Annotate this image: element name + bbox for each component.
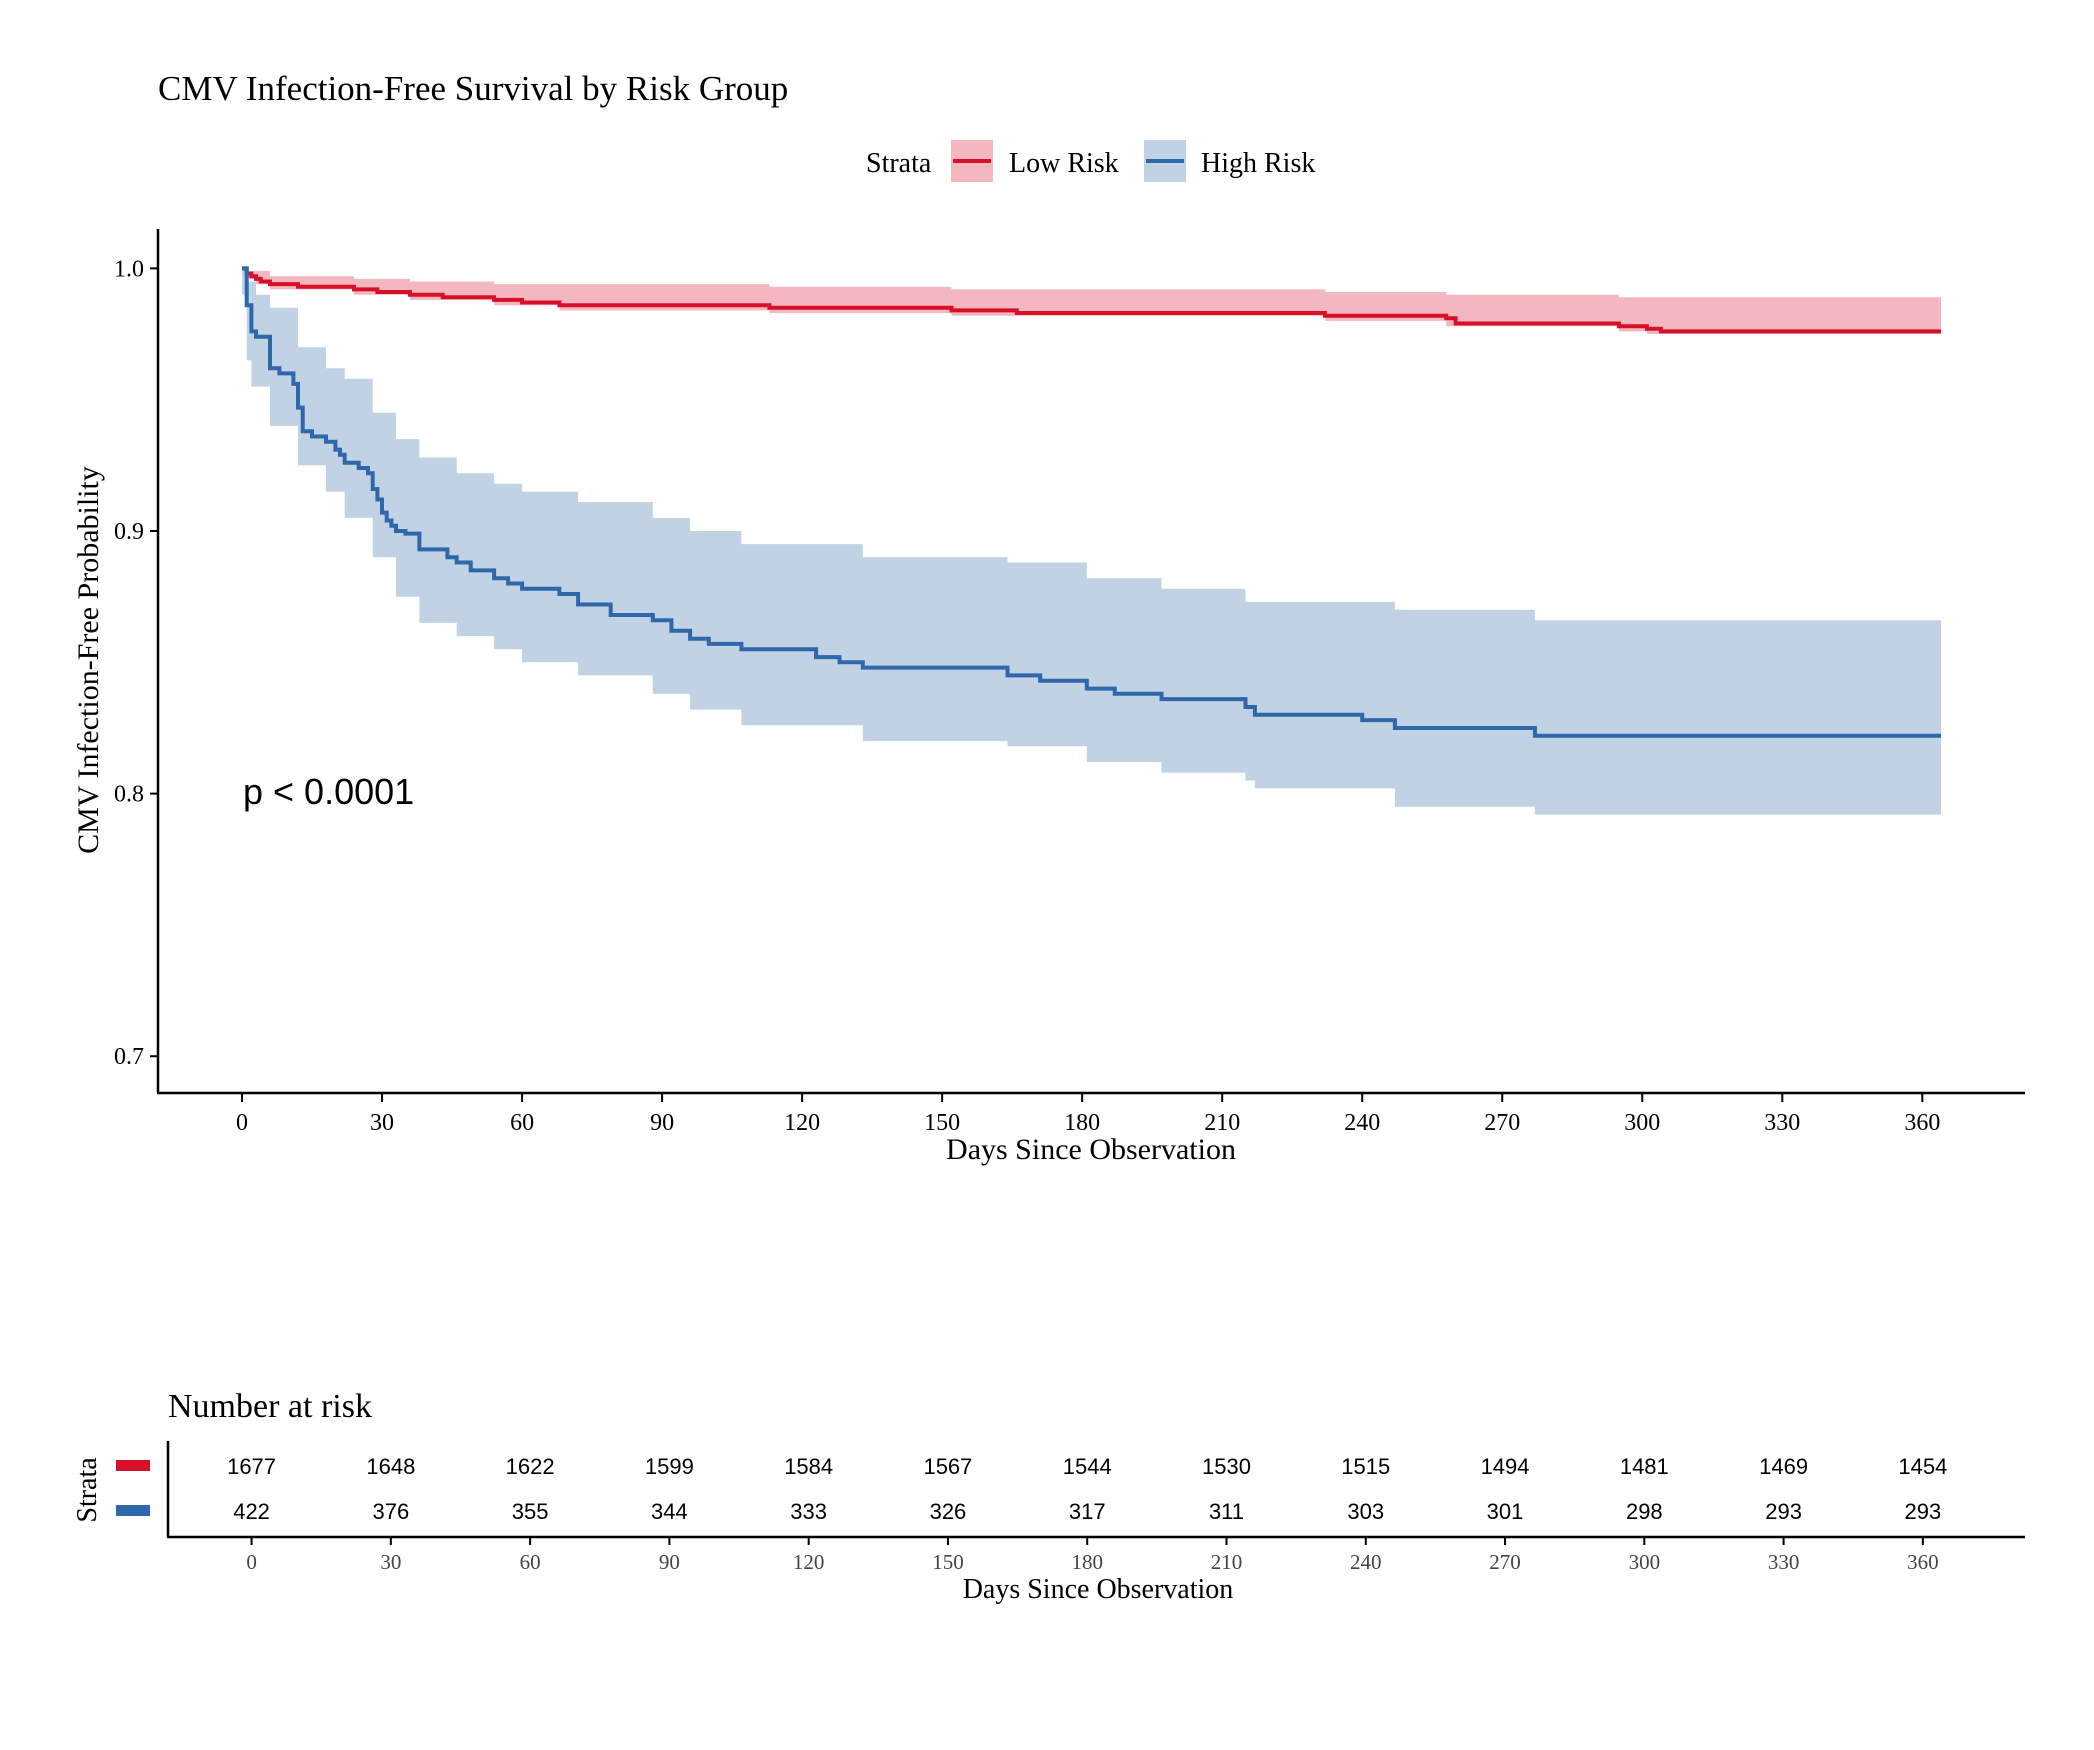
risk-count-high-risk: 311: [1209, 1499, 1244, 1524]
risk-count-high-risk: 355: [512, 1499, 549, 1524]
risk-count-high-risk: 333: [790, 1499, 827, 1524]
risk-x-tick-label: 0: [246, 1550, 257, 1574]
risk-count-low-risk: 1515: [1341, 1454, 1390, 1479]
p-value-annotation: p < 0.0001: [243, 771, 414, 812]
x-tick-label: 360: [1904, 1110, 1940, 1136]
risk-x-tick-label: 270: [1489, 1550, 1521, 1574]
x-tick-label: 180: [1064, 1110, 1100, 1136]
risk-x-tick-label: 300: [1629, 1550, 1661, 1574]
risk-table: Number at risk Strata 1677 1648 1622 1599 15…: [72, 1388, 2025, 1605]
risk-row-key-high-risk: [116, 1505, 150, 1516]
risk-table-ylabel: Strata: [72, 1457, 103, 1523]
survival-curve-high-risk: [242, 266, 1941, 738]
risk-count-high-risk: 344: [651, 1499, 688, 1524]
legend-label-high-risk: High Risk: [1201, 148, 1315, 179]
x-tick-label: 90: [650, 1110, 674, 1136]
y-tick-label: 0.8: [114, 782, 144, 808]
y-tick-label: 0.9: [114, 519, 144, 545]
risk-count-low-risk: 1530: [1202, 1454, 1251, 1479]
y-axis-ticks: 0.7 0.8 0.9 1.0: [114, 256, 158, 1070]
x-tick-label: 150: [924, 1110, 960, 1136]
risk-count-low-risk: 1454: [1898, 1454, 1947, 1479]
risk-count-low-risk: 1677: [227, 1454, 276, 1479]
risk-count-high-risk: 422: [233, 1499, 270, 1524]
risk-x-tick-label: 360: [1907, 1550, 1939, 1574]
x-tick-label: 330: [1764, 1110, 1800, 1136]
risk-x-tick-label: 60: [520, 1550, 541, 1574]
risk-count-low-risk: 1622: [506, 1454, 555, 1479]
x-axis-label: Days Since Observation: [946, 1133, 1236, 1166]
y-axis-label: CMV Infection-Free Probability: [72, 466, 105, 854]
risk-count-low-risk: 1469: [1759, 1454, 1808, 1479]
risk-count-high-risk: 376: [372, 1499, 409, 1524]
x-tick-label: 240: [1344, 1110, 1380, 1136]
risk-count-low-risk: 1584: [784, 1454, 833, 1479]
y-tick-label: 1.0: [114, 256, 144, 282]
risk-x-tick-label: 90: [659, 1550, 680, 1574]
ci-band-high-risk: [242, 268, 1941, 815]
risk-count-high-risk: 303: [1347, 1499, 1384, 1524]
risk-count-high-risk: 326: [930, 1499, 967, 1524]
x-tick-label: 270: [1484, 1110, 1520, 1136]
x-tick-label: 210: [1204, 1110, 1240, 1136]
legend: Strata Low Risk High Risk: [866, 140, 1315, 182]
risk-count-high-risk: 301: [1487, 1499, 1524, 1524]
x-tick-label: 300: [1624, 1110, 1660, 1136]
risk-count-high-risk: 298: [1626, 1499, 1663, 1524]
risk-x-tick-label: 330: [1768, 1550, 1800, 1574]
risk-count-low-risk: 1544: [1063, 1454, 1112, 1479]
risk-table-x-ticks: 0 30 60 90 120 150 180 210 240 270 300 330 360: [246, 1537, 1939, 1574]
survival-curve-low-risk: [242, 266, 1941, 334]
risk-count-high-risk: 293: [1905, 1499, 1942, 1524]
risk-x-tick-label: 30: [380, 1550, 401, 1574]
x-axis-ticks: 0 30 60 90 120 150 180 210 240 270 300 330 360: [236, 1093, 1940, 1136]
risk-table-rows: 1677 1648 1622 1599 1584 1567 1544 1530 1515 1494…: [116, 1454, 1947, 1524]
risk-count-low-risk: 1494: [1481, 1454, 1530, 1479]
risk-table-xlabel: Days Since Observation: [963, 1574, 1234, 1605]
x-tick-label: 30: [370, 1110, 394, 1136]
legend-title: Strata: [866, 148, 932, 179]
x-tick-label: 120: [784, 1110, 820, 1136]
risk-count-low-risk: 1599: [645, 1454, 694, 1479]
risk-x-tick-label: 120: [793, 1550, 825, 1574]
x-tick-label: 0: [236, 1110, 248, 1136]
ci-band-low-risk: [242, 268, 1941, 334]
risk-row-key-low-risk: [116, 1460, 150, 1471]
risk-x-tick-label: 210: [1211, 1550, 1243, 1574]
risk-x-tick-label: 150: [932, 1550, 964, 1574]
risk-table-title: Number at risk: [168, 1388, 372, 1425]
legend-label-low-risk: Low Risk: [1009, 148, 1119, 179]
y-tick-label: 0.7: [114, 1044, 144, 1070]
plot-area: [242, 266, 1941, 815]
risk-count-low-risk: 1567: [923, 1454, 972, 1479]
risk-count-high-risk: 317: [1069, 1499, 1106, 1524]
x-tick-label: 60: [510, 1110, 534, 1136]
risk-x-tick-label: 240: [1350, 1550, 1382, 1574]
risk-count-low-risk: 1481: [1620, 1454, 1669, 1479]
risk-x-tick-label: 180: [1071, 1550, 1103, 1574]
chart-title: CMV Infection-Free Survival by Risk Grou…: [158, 69, 788, 108]
risk-count-low-risk: 1648: [366, 1454, 415, 1479]
risk-count-high-risk: 293: [1765, 1499, 1802, 1524]
